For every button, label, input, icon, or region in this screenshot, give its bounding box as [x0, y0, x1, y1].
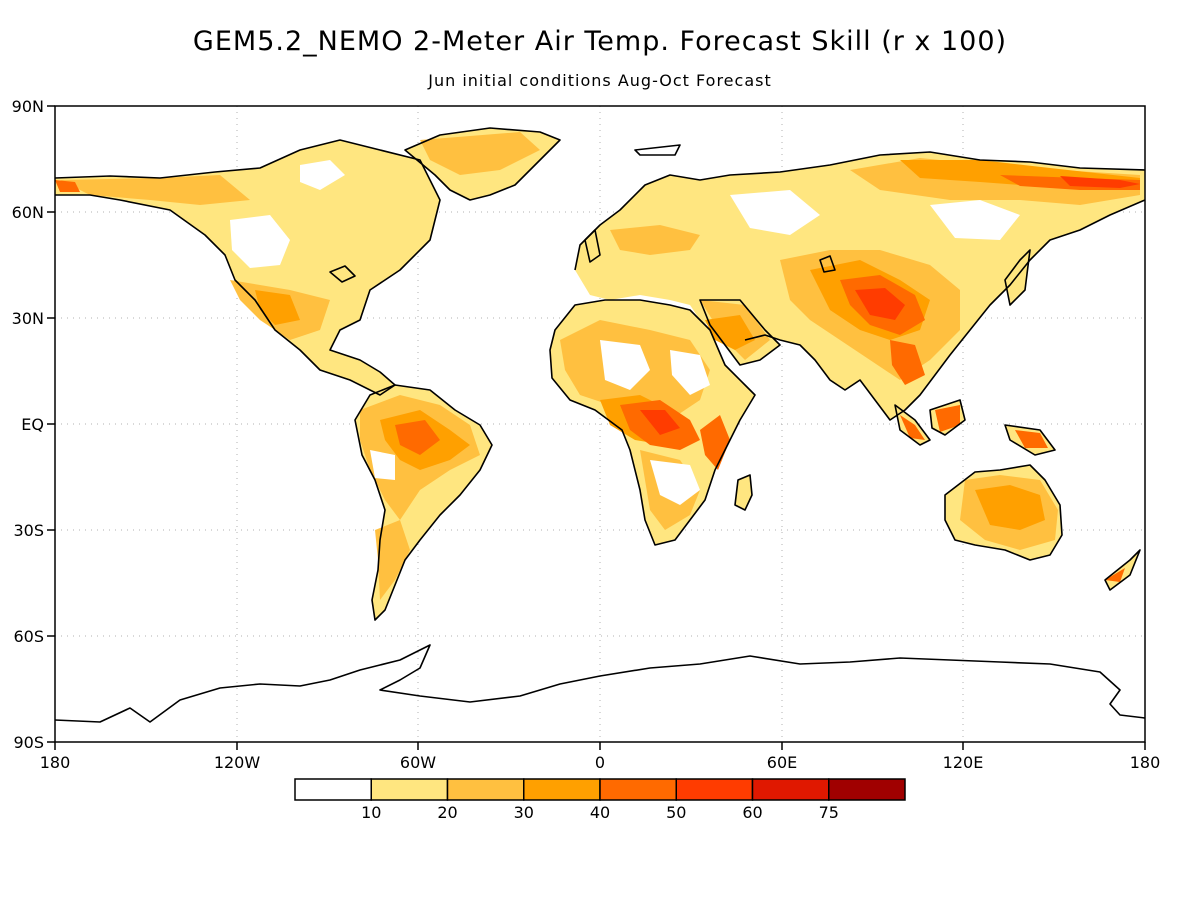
lon-label-180e: 180: [1130, 753, 1161, 772]
colorbar-label-1: 20: [437, 803, 457, 822]
lon-label-180w: 180: [40, 753, 71, 772]
map-title: GEM5.2_NEMO 2-Meter Air Temp. Forecast S…: [192, 26, 1008, 57]
lat-label-90s: 90S: [13, 733, 44, 752]
land-low-skill: [230, 160, 1020, 505]
lat-label-eq: EQ: [21, 415, 44, 434]
colorbar-box-5: [675, 778, 754, 801]
colorbar-label-4: 50: [666, 803, 686, 822]
land-fill-strongest: [640, 176, 1140, 435]
lon-label-120w: 120W: [214, 753, 261, 772]
lat-ticks: [47, 105, 55, 743]
lat-label-60n: 60N: [12, 203, 44, 222]
lat-label-30n: 30N: [12, 309, 44, 328]
lat-label-30s: 30S: [13, 521, 44, 540]
lon-ticks: [54, 742, 1146, 750]
colorbar-label-6: 75: [819, 803, 839, 822]
colorbar-box-4: [599, 778, 677, 801]
lon-label-0: 0: [595, 753, 605, 772]
colorbar-box-3: [523, 778, 601, 801]
colorbar-box-0: [294, 778, 372, 801]
colorbar: [294, 778, 906, 801]
colorbar-label-2: 30: [514, 803, 534, 822]
colorbar-box-1: [370, 778, 449, 801]
coastlines: [55, 127, 1145, 723]
colorbar-label-0: 10: [361, 803, 381, 822]
lon-label-60w: 60W: [400, 753, 436, 772]
colorbar-box-2: [446, 778, 525, 801]
colorbar-label-3: 40: [590, 803, 610, 822]
colorbar-label-5: 60: [742, 803, 762, 822]
lat-label-90n: 90N: [12, 97, 44, 116]
lon-label-60e: 60E: [767, 753, 797, 772]
colorbar-box-6: [751, 778, 830, 801]
lat-label-60s: 60S: [13, 627, 44, 646]
colorbar-box-7: [828, 778, 906, 801]
colorbar-labels: 10 20 30 40 50 60 75: [361, 803, 839, 822]
map-subtitle: Jun initial conditions Aug-Oct Forecast: [428, 71, 772, 90]
lon-label-120e: 120E: [943, 753, 984, 772]
